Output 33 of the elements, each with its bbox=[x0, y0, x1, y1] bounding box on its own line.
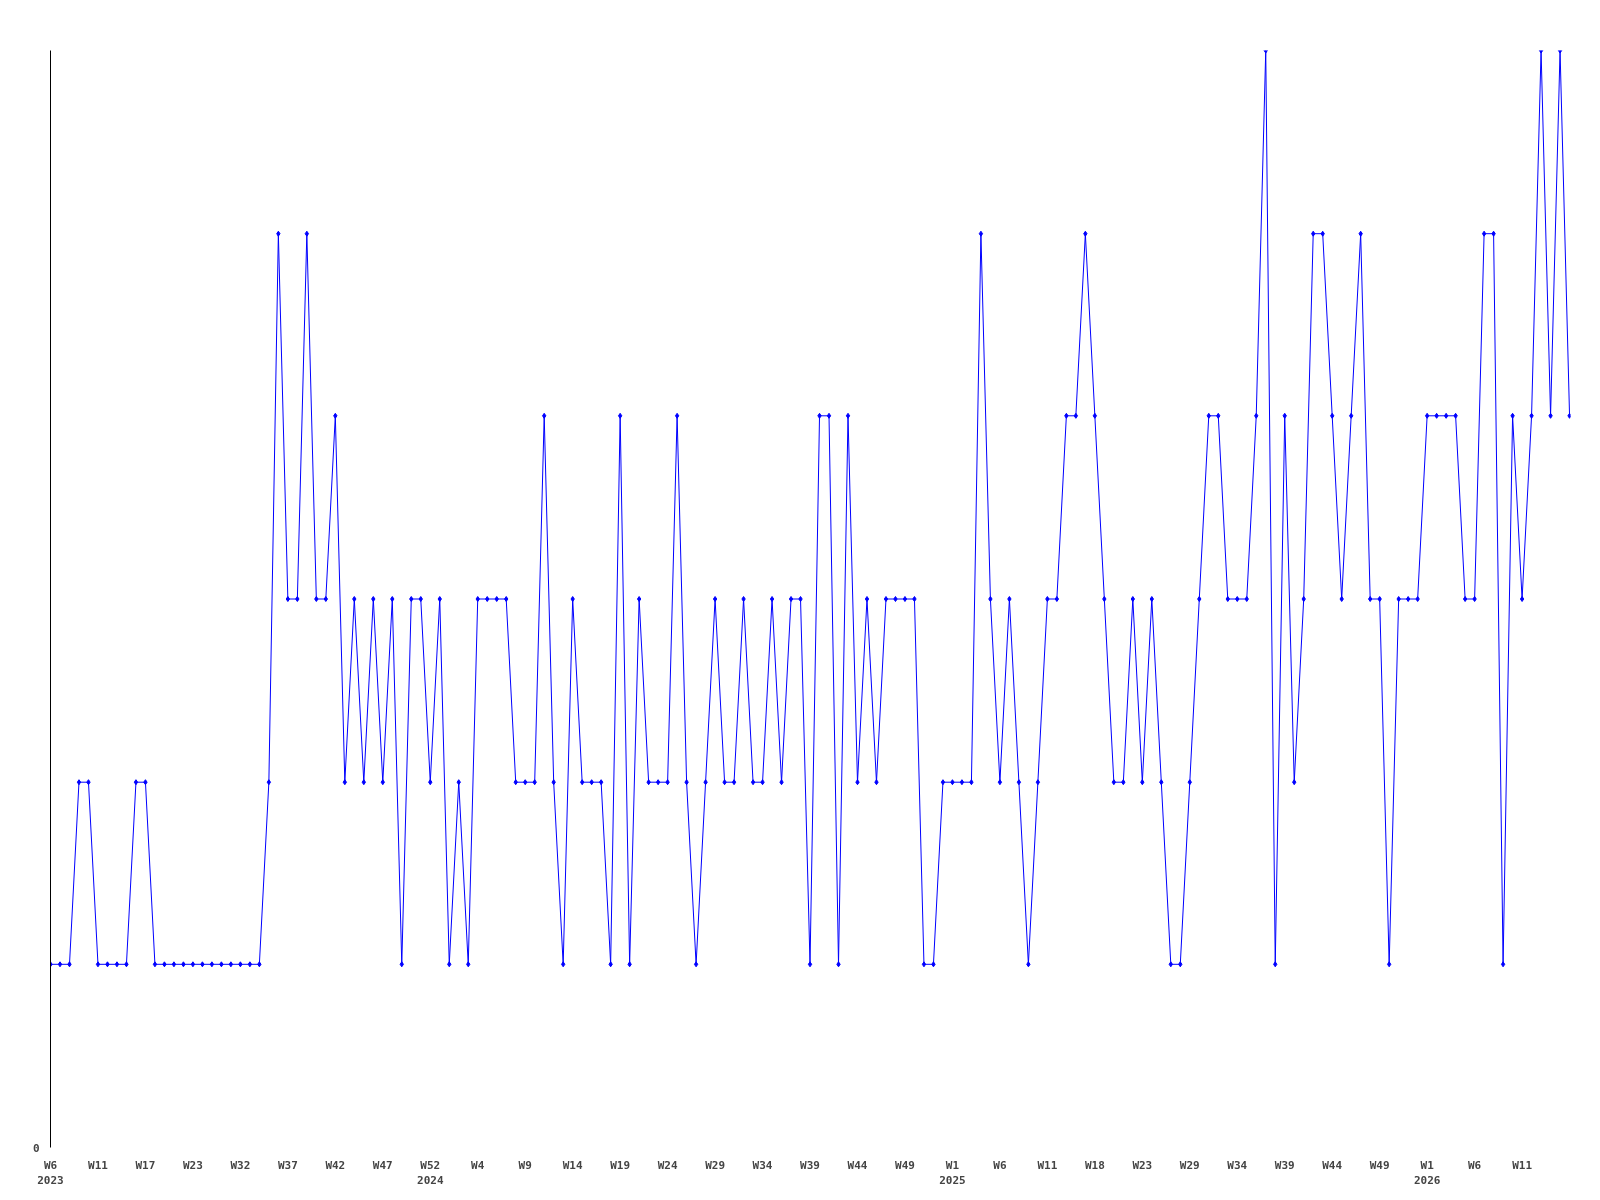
x-tick-label: W24 bbox=[657, 1158, 678, 1172]
x-tick-label: W6 bbox=[1467, 1158, 1482, 1172]
x-tick-label: W23 bbox=[1132, 1158, 1153, 1172]
x-tick-label: W44 bbox=[1322, 1158, 1343, 1172]
x-tick-label: W34 bbox=[1227, 1158, 1248, 1172]
x-tick-label: W11 bbox=[1512, 1158, 1533, 1172]
x-tick-label: W47 bbox=[372, 1158, 393, 1172]
x-tick-label: W37 bbox=[277, 1158, 298, 1172]
x-tick-label: W44 bbox=[847, 1158, 868, 1172]
x-tick-label: W17 bbox=[135, 1158, 156, 1172]
x-tick-label: W11 bbox=[1037, 1158, 1058, 1172]
x-tick-label: W6 bbox=[993, 1158, 1007, 1172]
x-tick-label: W42 bbox=[325, 1158, 346, 1172]
x-tick-label: W19 bbox=[610, 1158, 631, 1172]
x-tick-label: W32 bbox=[230, 1158, 251, 1172]
x-tick-label: W11 bbox=[88, 1158, 109, 1172]
x-tick-label: W9 bbox=[518, 1158, 532, 1172]
x-tick-label: W49 bbox=[1369, 1158, 1390, 1172]
x-tick-label: W34 bbox=[752, 1158, 773, 1172]
x-tick-label: W18 bbox=[1084, 1158, 1105, 1172]
x-tick-label: W52 2024 bbox=[417, 1158, 444, 1188]
x-tick-label: W39 bbox=[800, 1158, 820, 1172]
x-tick-label: W39 bbox=[1274, 1158, 1295, 1172]
x-tick-label: W29 bbox=[705, 1158, 726, 1172]
x-tick-label: W6 2023 bbox=[37, 1158, 64, 1188]
x-tick-label: W14 bbox=[562, 1158, 583, 1172]
x-tick-label: W4 bbox=[471, 1158, 485, 1172]
x-tick-label: W23 bbox=[182, 1158, 203, 1172]
x-tick-label: W1 2026 bbox=[1413, 1158, 1441, 1188]
text: 0 bbox=[32, 1141, 40, 1155]
x-tick-label: W29 bbox=[1179, 1158, 1200, 1172]
x-tick-label: W1 2025 bbox=[939, 1158, 966, 1188]
x-tick-label: W49 bbox=[895, 1158, 915, 1172]
